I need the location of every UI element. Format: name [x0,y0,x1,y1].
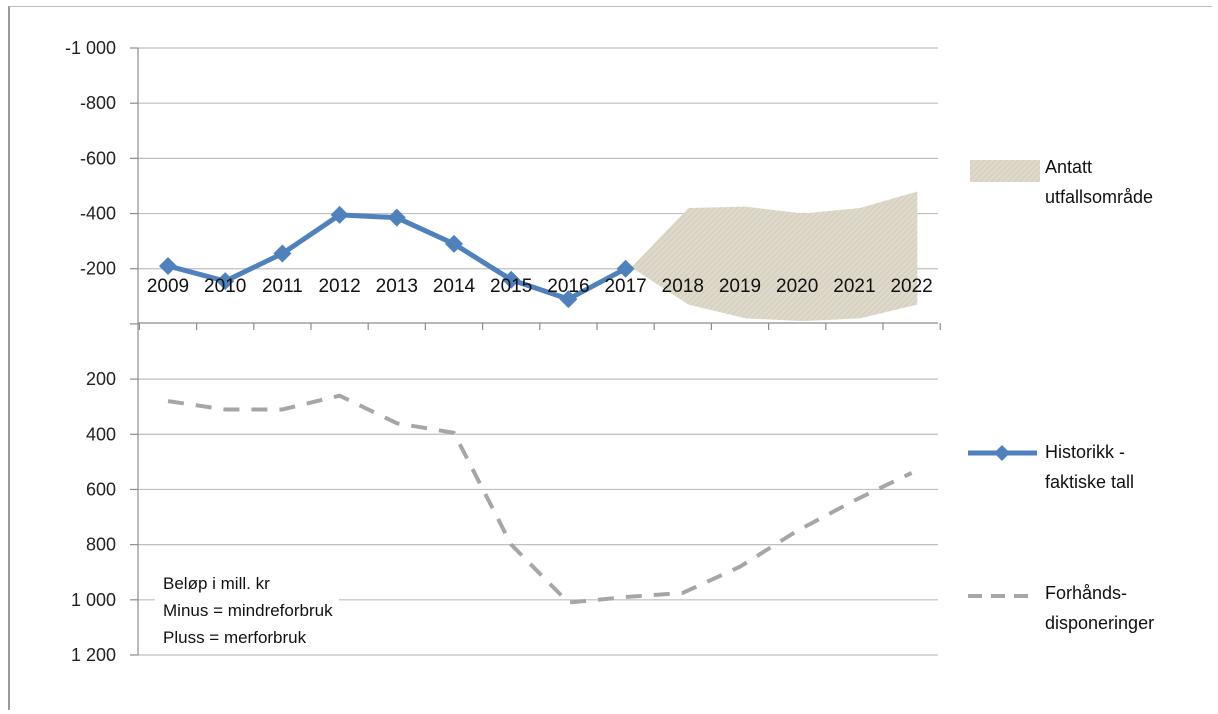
series-layer [159,205,913,605]
y-tick-label: -600 [80,148,116,168]
y-tick-label: -800 [80,93,116,113]
history-point-marker [216,272,235,291]
note-line-units: Beløp i mill. kr [163,574,270,593]
history-point-marker [159,256,177,275]
legend-swatch-band [970,160,1040,182]
legend-label-band-1: Antatt [1045,157,1093,177]
x-tick-label: 2021 [833,276,875,297]
x-tick-label: 2014 [433,276,476,297]
note-line-minus: Minus = mindreforbruk [163,601,333,620]
units-note: Beløp i mill. kr Minus = mindreforbruk P… [155,570,339,651]
x-tick-label: 2018 [662,276,704,297]
x-tick-label: 2017 [604,276,646,297]
x-axis-labels: 2009 2010 2011 2012 2013 2014 2015 2016 2017 2018… [147,276,933,297]
history-point-marker [559,290,578,309]
history-point-marker [330,205,349,224]
y-tick-label: 800 [86,535,116,555]
legend-label-history-1: Historikk - [1045,442,1125,462]
y-tick-label: 200 [86,369,116,389]
x-tick-label: 2016 [547,276,589,297]
x-tick-label: 2012 [318,276,360,297]
history-point-marker [445,234,463,253]
history-point-marker [273,244,292,263]
x-tick-label: 2022 [890,276,932,297]
note-line-plus: Pluss = merforbruk [163,628,307,647]
y-tick-label: 600 [86,479,116,499]
x-tick-label: 2013 [376,276,418,297]
legend-swatch-prior [968,594,1037,598]
legend-label-history-2: faktiske tall [1045,472,1135,492]
history-point-marker [616,259,635,278]
y-tick-label: -400 [80,204,116,224]
x-tick-label: 2011 [262,276,303,297]
series-line-prior-dispositions [167,393,913,605]
history-point-marker [387,208,406,227]
legend-swatch-history [968,445,1037,461]
x-tick-label: 2020 [776,276,818,297]
x-tick-label: 2010 [204,276,246,297]
x-tick-label: 2009 [147,276,189,297]
history-point-marker [502,270,521,289]
legend-label-prior-1: Forhånds- [1045,583,1128,603]
y-tick-label: 1 200 [71,645,116,665]
y-tick-label: 400 [86,424,116,444]
grid-lines [138,47,938,656]
forecast-band [631,191,918,322]
y-tick-label: -200 [80,259,116,279]
x-tick-label: 2019 [719,276,761,297]
legend-label-band-2: utfallsområde [1045,187,1154,207]
x-tick-label: 2015 [490,276,532,297]
legend-label-prior-2: disponeringer [1045,613,1155,633]
y-tick-label: -1 000 [65,38,116,58]
forecast-band-layer [631,191,918,322]
y-axis: -1 000 -800 -600 -400 -200 200 400 600 800 1 000 1… [65,38,941,665]
y-tick-label: 1 000 [71,590,116,610]
